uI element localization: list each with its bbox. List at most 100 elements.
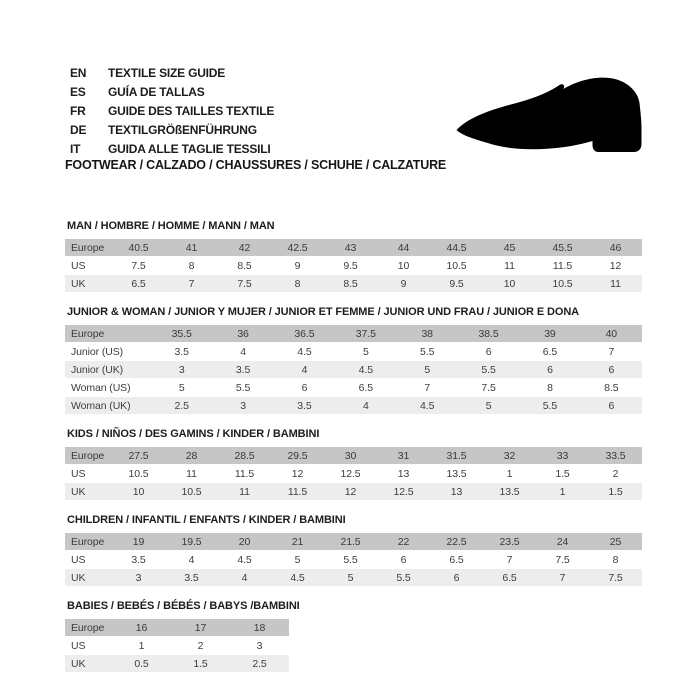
size-cell: 8 (165, 256, 218, 275)
size-cell: 7.5 (457, 378, 520, 397)
size-cell: 3.5 (151, 342, 213, 361)
size-cell: 10 (483, 274, 536, 293)
size-cell: 24 (536, 533, 589, 551)
row-label: US (65, 464, 112, 483)
size-cell: 43 (324, 239, 377, 257)
size-cell: 1.5 (589, 482, 642, 501)
size-table: Europe 35.5 36 36.5 37.5 38 38.5 39 40 Junior (US… (65, 325, 642, 415)
size-cell: 11 (218, 482, 271, 501)
size-cell: 6.5 (519, 342, 581, 361)
size-cell: 4 (218, 568, 271, 587)
size-table-section-children: CHILDREN / INFANTIL / ENFANTS / KINDER /… (65, 514, 645, 587)
size-cell: 10 (112, 482, 165, 501)
size-table-section-man: MAN / HOMBRE / HOMME / MANN / MAN Europe… (65, 220, 645, 293)
size-cell: 1 (483, 464, 536, 483)
size-cell: 44 (377, 239, 430, 257)
size-cell: 2 (589, 464, 642, 483)
size-cell: 39 (519, 325, 581, 343)
size-cell: 3 (151, 360, 213, 379)
size-cell: 2 (171, 636, 230, 655)
size-cell: 0.5 (112, 654, 171, 673)
size-cell: 11 (165, 464, 218, 483)
size-cell: 9.5 (324, 256, 377, 275)
table-row: Woman (US) 5 5.5 6 6.5 7 7.5 8 8.5 (65, 378, 642, 397)
size-cell: 45 (483, 239, 536, 257)
table-title: CHILDREN / INFANTIL / ENFANTS / KINDER /… (67, 514, 346, 526)
row-label: Europe (65, 325, 151, 343)
size-cell: 11.5 (536, 256, 589, 275)
table-row: UK 10 10.5 11 11.5 12 12.5 13 13.5 1 1.5 (65, 482, 642, 501)
size-cell: 9 (377, 274, 430, 293)
size-cell: 6 (519, 360, 581, 379)
row-label: UK (65, 482, 112, 501)
size-cell: 4 (212, 342, 274, 361)
size-cell: 7.5 (218, 274, 271, 293)
size-cell: 25 (589, 533, 642, 551)
size-cell: 33 (536, 447, 589, 465)
language-row-it: IT GUIDA ALLE TAGLIE TESSILI (70, 139, 274, 158)
size-cell: 20 (218, 533, 271, 551)
size-cell: 5 (457, 396, 520, 415)
size-cell: 44.5 (430, 239, 483, 257)
table-title: KIDS / NIÑOS / DES GAMINS / KINDER / BAM… (67, 428, 320, 440)
size-cell: 29.5 (271, 447, 324, 465)
size-cell: 41 (165, 239, 218, 257)
size-tables: MAN / HOMBRE / HOMME / MANN / MAN Europe… (65, 220, 645, 686)
size-cell: 10.5 (165, 482, 218, 501)
size-cell: 7.5 (536, 550, 589, 569)
size-cell: 7 (396, 378, 458, 397)
table-title: BABIES / BEBÉS / BÉBÉS / BABYS /BAMBINI (67, 600, 300, 612)
size-table-section-kids: KIDS / NIÑOS / DES GAMINS / KINDER / BAM… (65, 428, 645, 501)
language-label: GUIDA ALLE TAGLIE TESSILI (108, 141, 271, 156)
language-row-de: DE TEXTILGRÖßENFÜHRUNG (70, 120, 274, 139)
table-row: Junior (UK) 3 3.5 4 4.5 5 5.5 6 6 (65, 360, 642, 379)
size-table: Europe 27.5 28 28.5 29.5 30 31 31.5 32 33 33.5 US 10… (65, 447, 642, 501)
size-cell: 6 (273, 378, 336, 397)
table-header-row: Europe 16 17 18 (65, 619, 289, 637)
size-cell: 6.5 (335, 378, 397, 397)
table-title: JUNIOR & WOMAN / JUNIOR Y MUJER / JUNIOR… (67, 306, 580, 318)
size-cell: 12 (324, 482, 377, 501)
category-line: FOOTWEAR / CALZADO / CHAUSSURES / SCHUHE… (65, 158, 447, 172)
size-cell: 3.5 (212, 360, 274, 379)
size-cell: 36 (212, 325, 274, 343)
row-label: Europe (65, 533, 112, 551)
table-title: MAN / HOMBRE / HOMME / MANN / MAN (67, 220, 275, 232)
size-table-kids: Europe 27.5 28 28.5 29.5 30 31 31.5 32 33 33.5 US 10… (65, 447, 645, 501)
size-cell: 16 (112, 619, 171, 637)
size-cell: 4 (165, 550, 218, 569)
language-code: ES (70, 84, 86, 99)
language-code: EN (70, 65, 87, 80)
size-cell: 4.5 (273, 342, 336, 361)
size-cell: 5.5 (377, 568, 430, 587)
size-cell: 1.5 (171, 654, 230, 673)
size-cell: 7 (483, 550, 536, 569)
row-label: UK (65, 654, 112, 673)
size-cell: 19 (112, 533, 165, 551)
size-cell: 12 (589, 256, 642, 275)
size-cell: 42.5 (271, 239, 324, 257)
language-row-es: ES GUÍA DE TALLAS (70, 82, 274, 101)
size-cell: 11.5 (218, 464, 271, 483)
size-cell: 10.5 (430, 256, 483, 275)
size-cell: 4.5 (271, 568, 324, 587)
size-table-children: Europe 19 19.5 20 21 21.5 22 22.5 23.5 24 25 US 3.5 4… (65, 533, 645, 587)
row-label: UK (65, 568, 112, 587)
size-table-babies: Europe 16 17 18 US 1 2 3 UK 0.5 1.5 2.5 (65, 619, 645, 673)
size-cell: 13.5 (430, 464, 483, 483)
size-cell: 1.5 (536, 464, 589, 483)
size-cell: 8 (519, 378, 581, 397)
size-cell: 11 (589, 274, 642, 293)
size-cell: 6 (580, 396, 642, 415)
language-code: DE (70, 122, 87, 137)
size-cell: 7 (165, 274, 218, 293)
size-cell: 12.5 (377, 482, 430, 501)
language-label: GUÍA DE TALLAS (108, 84, 205, 99)
row-label: Woman (UK) (65, 396, 151, 415)
language-code: FR (70, 103, 86, 118)
table-header-row: Europe 40.5 41 42 42.5 43 44 44.5 45 45.5 46 (65, 239, 642, 257)
size-cell: 30 (324, 447, 377, 465)
size-cell: 5 (324, 568, 377, 587)
size-cell: 5 (335, 342, 397, 361)
size-cell: 21 (271, 533, 324, 551)
